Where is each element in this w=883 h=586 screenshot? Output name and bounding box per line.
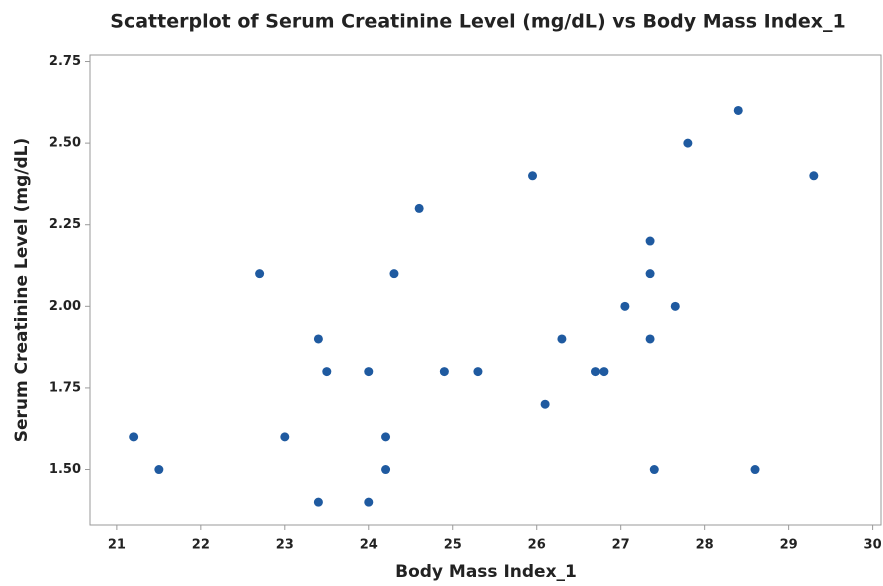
x-tick-label: 29 xyxy=(780,538,798,553)
point xyxy=(540,399,550,409)
point xyxy=(389,269,399,279)
point xyxy=(809,171,819,181)
point xyxy=(750,465,760,475)
y-axis-label: Serum Creatinine Level (mg/dL) xyxy=(12,138,32,443)
y-tick-label: 2.00 xyxy=(49,299,81,314)
y-tick-label: 1.75 xyxy=(49,380,81,395)
point xyxy=(670,301,680,311)
x-tick-label: 24 xyxy=(360,538,378,553)
x-tick-label: 27 xyxy=(612,538,630,553)
x-tick-label: 21 xyxy=(108,538,126,553)
point xyxy=(129,432,139,442)
x-tick-label: 26 xyxy=(528,538,546,553)
point xyxy=(733,105,743,115)
point xyxy=(649,465,659,475)
point xyxy=(645,269,655,279)
point xyxy=(528,171,538,181)
point xyxy=(280,432,290,442)
point xyxy=(364,367,374,377)
point xyxy=(557,334,567,344)
point xyxy=(154,465,164,475)
point xyxy=(414,203,424,213)
y-tick-label: 2.25 xyxy=(49,217,81,232)
point xyxy=(322,367,332,377)
point xyxy=(381,465,391,475)
point xyxy=(313,334,323,344)
point xyxy=(645,236,655,246)
point xyxy=(255,269,265,279)
x-tick-label: 28 xyxy=(696,538,714,553)
point xyxy=(473,367,483,377)
plot-frame xyxy=(89,54,882,526)
chart-title: Scatterplot of Serum Creatinine Level (m… xyxy=(110,11,845,33)
point xyxy=(599,367,609,377)
point xyxy=(439,367,449,377)
y-tick-label: 2.75 xyxy=(49,54,81,69)
y-tick-label: 1.50 xyxy=(49,462,81,477)
x-tick-label: 25 xyxy=(444,538,462,553)
x-tick-label: 23 xyxy=(276,538,294,553)
point xyxy=(620,301,630,311)
y-tick-label: 2.50 xyxy=(49,136,81,151)
point xyxy=(645,334,655,344)
point xyxy=(313,497,323,507)
point xyxy=(591,367,601,377)
x-tick-label: 22 xyxy=(192,538,210,553)
point xyxy=(364,497,374,507)
x-tick-label: 30 xyxy=(864,538,882,553)
x-axis-label: Body Mass Index_1 xyxy=(395,562,577,582)
point xyxy=(683,138,693,148)
point xyxy=(381,432,391,442)
